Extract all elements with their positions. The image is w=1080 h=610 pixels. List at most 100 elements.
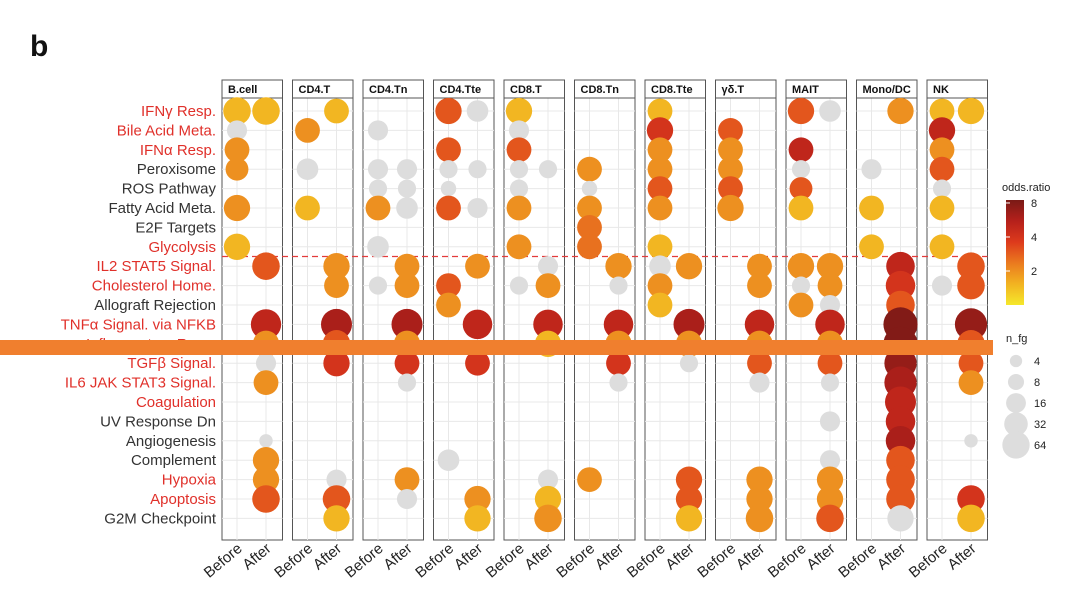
x-tick-label: After — [944, 540, 979, 573]
data-point — [534, 504, 562, 533]
data-point — [397, 373, 417, 392]
data-point — [538, 160, 558, 179]
data-point — [577, 467, 602, 492]
data-point — [252, 466, 280, 493]
size-legend-dot — [1007, 373, 1025, 391]
row-label: Cholesterol Home. — [92, 278, 216, 295]
row-label: Angiogenesis — [126, 433, 216, 450]
data-point — [367, 159, 389, 180]
data-point — [252, 485, 280, 513]
overlay-bar — [0, 340, 993, 355]
data-point — [508, 120, 530, 141]
x-tick-label: After — [803, 540, 838, 573]
data-point — [391, 308, 423, 340]
data-point — [506, 137, 532, 163]
color-legend-tick-label: 8 — [1031, 198, 1037, 210]
facet-label: B.cell — [228, 84, 257, 96]
data-point — [509, 276, 529, 295]
data-point — [928, 117, 956, 144]
row-label: IL2 STAT5 Signal. — [96, 258, 216, 275]
row-label: Bile Acid Meta. — [117, 122, 216, 139]
data-point — [820, 373, 840, 392]
data-point — [320, 308, 353, 340]
data-point — [577, 234, 602, 260]
data-point — [819, 100, 841, 122]
x-tick-label: After — [239, 540, 274, 573]
data-point — [747, 253, 772, 279]
color-legend-tick-label: 4 — [1031, 232, 1037, 244]
data-point — [324, 98, 349, 124]
row-label: Fatty Acid Meta. — [108, 200, 216, 217]
data-point — [964, 434, 978, 448]
data-point — [439, 160, 458, 179]
data-point — [295, 117, 320, 143]
data-point — [323, 505, 350, 532]
data-point — [533, 309, 563, 340]
data-point — [509, 160, 529, 179]
data-point — [859, 195, 884, 221]
facet-strip — [785, 79, 847, 99]
data-point — [323, 350, 350, 377]
x-tick-label: After — [451, 540, 486, 573]
size-legend-label: 32 — [1034, 419, 1046, 431]
data-point — [819, 411, 841, 432]
x-tick-label: After — [662, 540, 697, 573]
data-point — [462, 309, 493, 340]
data-point — [816, 466, 844, 493]
data-point — [252, 447, 280, 474]
facet-label: CD4.Tte — [440, 84, 482, 96]
data-point — [537, 469, 559, 490]
facet-label: γδ.T — [722, 84, 745, 96]
row-label: Allograft Rejection — [94, 297, 216, 314]
data-point — [649, 255, 671, 278]
row-label: IL6 JAK STAT3 Signal. — [65, 375, 216, 392]
data-point — [647, 156, 673, 182]
data-point — [603, 309, 634, 340]
data-point — [718, 176, 743, 202]
data-point — [465, 253, 490, 279]
row-label: Complement — [131, 452, 217, 469]
facet-strip — [221, 79, 283, 99]
data-point — [436, 273, 461, 298]
facet-strip — [926, 79, 988, 99]
facet-strip — [433, 79, 495, 99]
data-point — [675, 485, 703, 513]
data-point — [394, 273, 420, 298]
row-label: E2F Targets — [135, 219, 216, 236]
data-point — [647, 273, 673, 298]
data-point — [647, 137, 673, 163]
data-point — [929, 156, 955, 182]
data-point — [225, 157, 249, 181]
row-label: ROS Pathway — [122, 181, 217, 198]
data-point — [394, 253, 420, 279]
data-point — [887, 505, 914, 532]
data-point — [746, 485, 773, 513]
data-point — [396, 488, 418, 510]
data-point — [367, 120, 389, 141]
data-point — [817, 273, 843, 298]
facet-label: CD8.Tte — [651, 84, 693, 96]
data-point — [718, 137, 743, 163]
data-point — [817, 350, 843, 376]
data-point — [679, 354, 699, 373]
facet-label: CD4.T — [299, 84, 331, 96]
data-point — [958, 370, 984, 395]
data-point — [324, 273, 349, 298]
data-point — [259, 434, 273, 448]
data-point — [717, 194, 744, 222]
facet-strip — [362, 79, 424, 99]
data-point — [957, 271, 985, 300]
data-point — [859, 234, 884, 260]
data-point — [534, 485, 562, 513]
data-point — [788, 195, 814, 221]
row-label: TGFβ Signal. — [127, 355, 216, 372]
data-point — [931, 275, 953, 296]
data-point — [436, 137, 461, 163]
data-point — [791, 276, 811, 295]
data-point — [819, 450, 841, 471]
data-point — [887, 97, 914, 125]
data-point — [605, 253, 632, 280]
data-point — [250, 309, 282, 340]
data-point — [465, 350, 490, 376]
